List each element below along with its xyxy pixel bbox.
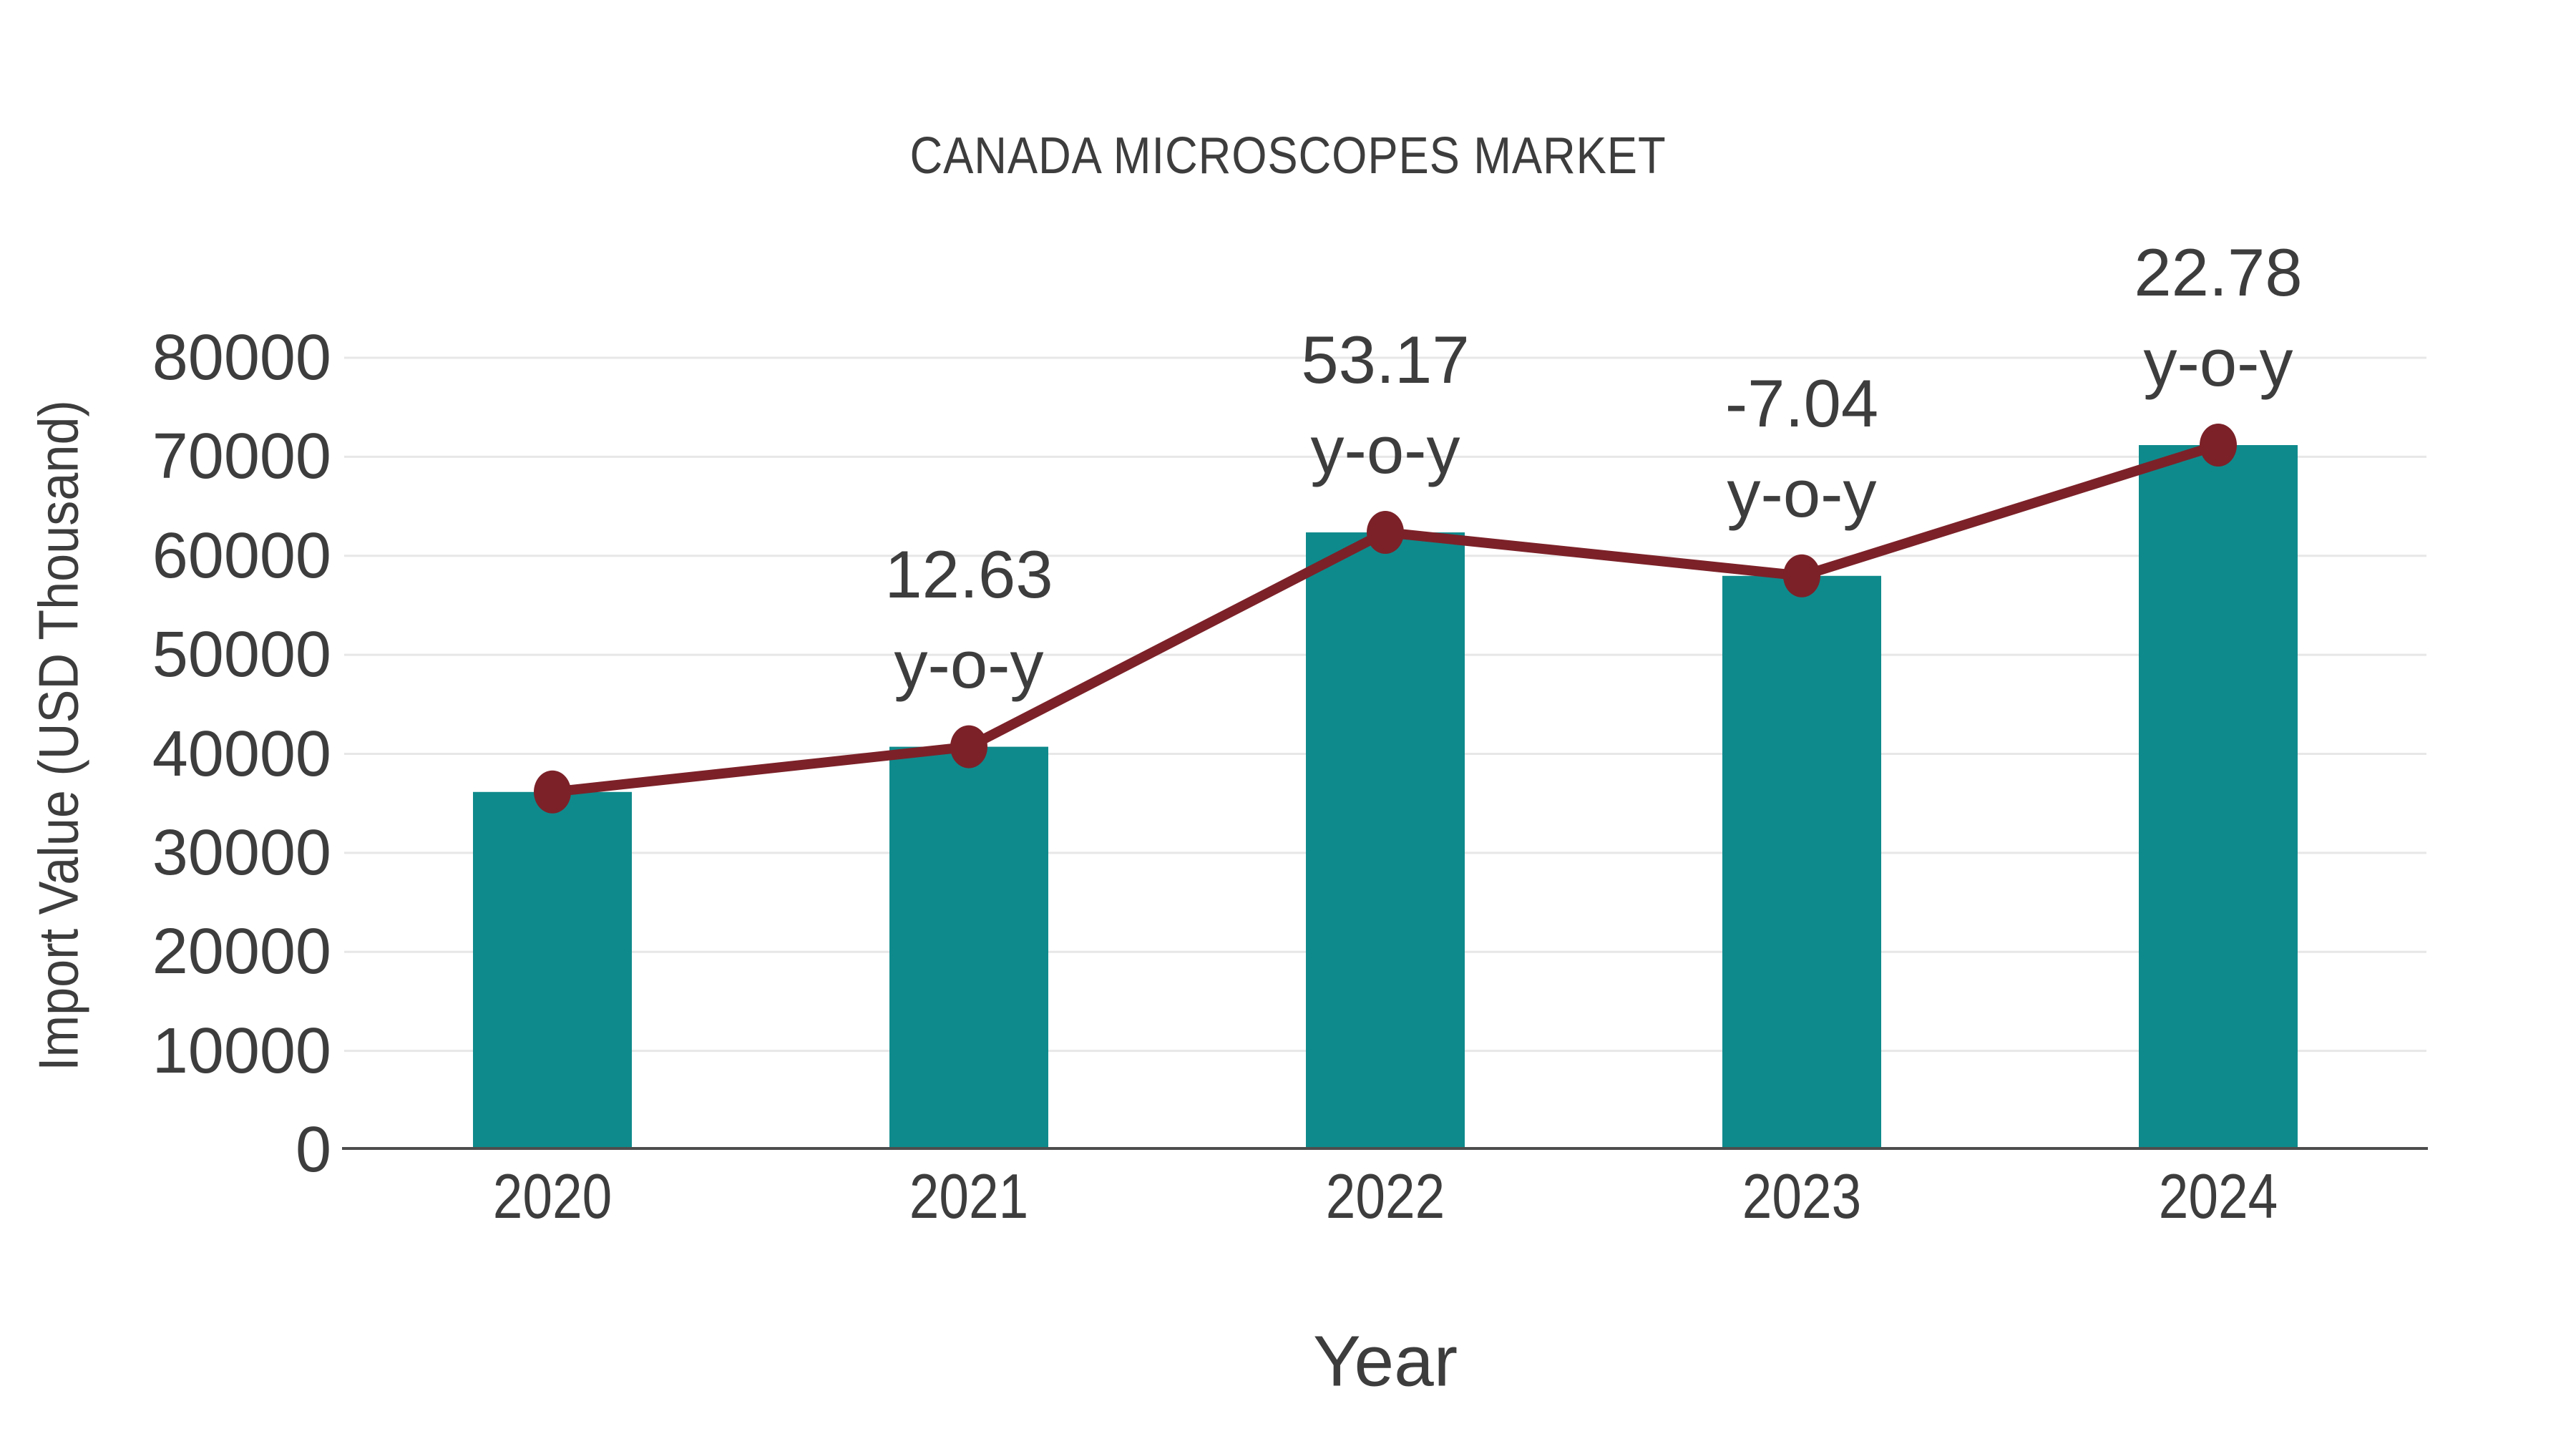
- chart-title: CANADA MICROSCOPES MARKET: [909, 127, 1667, 185]
- x-tick-label: 2024: [2158, 1161, 2278, 1231]
- x-tick-label: 2023: [1742, 1161, 1862, 1231]
- y-tick-label: 40000: [152, 718, 331, 790]
- y-tick-label: 30000: [152, 816, 331, 889]
- y-tick-label: 70000: [152, 421, 331, 493]
- line-point: [1783, 554, 1820, 597]
- bar: [889, 746, 1048, 1150]
- bar-series: [473, 445, 2298, 1150]
- y-tick-label: 60000: [152, 519, 331, 592]
- bar: [473, 791, 632, 1150]
- line-point: [2200, 424, 2237, 467]
- yoy-suffix: y-o-y: [2143, 325, 2293, 401]
- yoy-value: -7.04: [1724, 365, 1879, 441]
- line-point: [534, 770, 571, 814]
- y-tick-label: 10000: [152, 1015, 331, 1087]
- line-point: [950, 725, 987, 769]
- bar: [1306, 532, 1465, 1150]
- x-axis-title: Year: [1312, 1321, 1458, 1402]
- yoy-label: 12.63 y-o-y: [884, 530, 1053, 710]
- line-point: [1367, 511, 1404, 555]
- y-tick-label: 20000: [152, 916, 331, 988]
- yoy-label: 22.78 y-o-y: [2134, 228, 2302, 408]
- bar: [2139, 445, 2298, 1150]
- bar: [1722, 575, 1881, 1150]
- yoy-suffix: y-o-y: [1727, 455, 1877, 531]
- x-tick-label: 2021: [909, 1161, 1029, 1231]
- y-tick-label: 50000: [152, 619, 331, 691]
- x-tick-label: 2020: [492, 1161, 613, 1231]
- y-tick-label: 80000: [152, 322, 331, 394]
- yoy-value: 12.63: [884, 536, 1053, 612]
- yoy-value: 22.78: [2134, 235, 2303, 311]
- yoy-suffix: y-o-y: [894, 626, 1044, 702]
- line-series: [534, 424, 2237, 814]
- x-tick-label: 2022: [1325, 1161, 1445, 1231]
- yoy-value: 53.17: [1301, 322, 1470, 398]
- yoy-suffix: y-o-y: [1310, 412, 1460, 488]
- yoy-label: -7.04 y-o-y: [1725, 358, 1878, 539]
- y-tick-label: 0: [295, 1114, 331, 1186]
- yoy-label: 53.17 y-o-y: [1301, 315, 1469, 495]
